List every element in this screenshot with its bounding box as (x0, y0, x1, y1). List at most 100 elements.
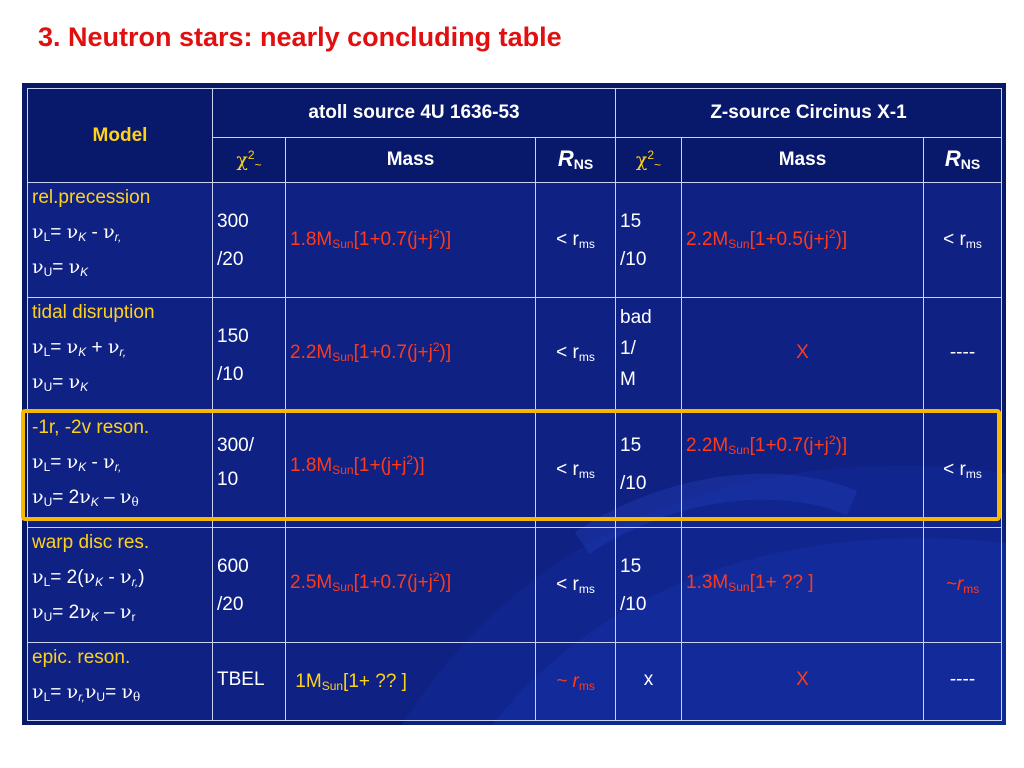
atoll-chi-cell: 150 /10 (212, 297, 286, 413)
mass-sup: 2 (406, 453, 414, 467)
ms-sub: ms (578, 467, 595, 481)
mass-sub: Sun (728, 443, 750, 457)
results-table-panel: Model atoll source 4U 1636-53 Z-source C… (22, 83, 1006, 725)
atoll-source-label: atoll source 4U 1636-53 (308, 102, 520, 123)
nu-l-formula: νL= 2(νK - νr,) (32, 566, 145, 589)
chi-value: 150 (217, 326, 249, 347)
r-value: ~r (945, 574, 964, 595)
z-r-cell: ~rms (922, 527, 1003, 643)
z-r-header: RNS (922, 137, 1003, 183)
atoll-r-cell: < rms (535, 527, 616, 643)
mass-end: )] (439, 342, 452, 363)
z-chi-cell: 15 /10 (615, 412, 682, 528)
mass-label: Mass (386, 149, 435, 170)
mass-post: [1+0.5(j+j (749, 229, 829, 250)
atoll-chi-cell: 600 /20 (212, 527, 286, 643)
mass-pre: 1.3M (686, 572, 729, 593)
mass-post: [1+ ?? ] (343, 671, 407, 692)
chi-value: 15 (620, 435, 642, 456)
mass-sup: 2 (432, 570, 440, 584)
neutron-star-table: Model atoll source 4U 1636-53 Z-source C… (27, 88, 1003, 721)
atoll-chi-cell: TBEL (212, 642, 286, 721)
mass-sub: Sun (321, 679, 344, 693)
ms-sub: ms (965, 237, 982, 251)
chi-dof: /10 (620, 249, 647, 270)
mass-sub: Sun (332, 350, 354, 364)
mass-post: [1+0.7(j+j (353, 229, 433, 250)
chi-dof: /10 (620, 473, 647, 494)
mass-pre: 2.2M (686, 229, 729, 250)
chi-sub: ~ (254, 157, 262, 172)
mass-end: )] (413, 455, 425, 476)
r-value: < r (943, 229, 966, 250)
nu-u-formula: νU= 2νK – νθ (32, 486, 139, 509)
chi-sub: ~ (654, 157, 662, 172)
mass-sup: 2 (828, 227, 836, 241)
model-name: tidal disruption (32, 302, 155, 323)
chi-symbol: χ (635, 148, 648, 171)
z-chi-cell: bad 1/ M (615, 297, 682, 413)
ms-sub: ms (578, 237, 595, 251)
ms-sub: ms (578, 582, 595, 596)
chi-dof: /20 (217, 249, 244, 270)
atoll-r-header: RNS (535, 137, 616, 183)
r-sub: NS (960, 156, 981, 172)
mass-pre: 2.2M (290, 342, 333, 363)
mass-post: [1+ ?? ] (749, 572, 814, 593)
r-sub: NS (573, 156, 594, 172)
chi-value: 300 (217, 211, 249, 232)
mass-pre: 1.8M (290, 455, 333, 476)
model-name: epic. reson. (32, 647, 131, 668)
atoll-mass-cell: 2.2MSun[1+0.7(j+j2)] (285, 297, 536, 413)
z-mass-cell: 1.3MSun[1+ ?? ] (681, 527, 924, 643)
r-value: < r (556, 459, 579, 480)
mass-end: )] (439, 229, 452, 250)
atoll-r-cell: ~ rms (535, 642, 616, 721)
r-value: < r (556, 342, 579, 363)
nu-u-formula: νU= νK (32, 256, 89, 279)
mass-post: [1+0.7(j+j (353, 342, 433, 363)
r-value: < r (556, 229, 579, 250)
mass-sub: Sun (332, 463, 354, 477)
atoll-chi-cell: 300 /20 (212, 182, 286, 298)
chi-symbol: χ (236, 148, 248, 171)
atoll-r-cell: < rms (535, 412, 616, 528)
mass-pre: 1M (295, 671, 322, 692)
mass-x: X (796, 669, 809, 690)
chi-sup: 2 (647, 147, 655, 162)
model-name: warp disc res. (32, 532, 150, 553)
model-cell: epic. reson. νL= νr,νU= νθ (27, 642, 213, 721)
chi-dof: 1/ (620, 338, 636, 359)
table-row: rel.precession νL= νK - νr, νU= νK 300 /… (27, 182, 1003, 298)
model-cell: tidal disruption νL= νK + νr, νU= νK (27, 297, 213, 413)
chi-value: bad (620, 307, 652, 328)
atoll-r-cell: < rms (535, 297, 616, 413)
z-mass-cell: X (681, 297, 924, 413)
z-mass-header: Mass (681, 137, 924, 183)
mass-end: )] (439, 572, 452, 593)
chi-value: TBEL (217, 669, 265, 690)
z-mass-cell: 2.2MSun[1+0.7(j+j2)] (681, 412, 924, 528)
chi-dof-extra: M (620, 369, 636, 390)
chi-dof: /10 (217, 364, 244, 385)
nu-l-formula: νL= νr,νU= νθ (32, 681, 141, 704)
chi-sup: 2 (247, 147, 255, 162)
r-value: ~ r (556, 671, 579, 692)
mass-label: Mass (778, 149, 827, 170)
table-row: warp disc res. νL= 2(νK - νr,) νU= 2νK –… (27, 527, 1003, 643)
atoll-source-header: atoll source 4U 1636-53 (212, 88, 616, 138)
atoll-r-cell: < rms (535, 182, 616, 298)
mass-sub: Sun (728, 237, 750, 251)
mass-sup: 2 (432, 340, 440, 354)
z-chi-cell: 15 /10 (615, 527, 682, 643)
r-label: R (944, 146, 961, 171)
z-r-cell: ---- (922, 297, 1003, 413)
mass-x: X (796, 342, 809, 363)
mass-end: )] (835, 435, 848, 456)
mass-pre: 1.8M (290, 229, 333, 250)
chi-value: x (643, 669, 654, 690)
mass-sup: 2 (828, 433, 836, 447)
model-header-label: Model (92, 124, 148, 146)
nu-u-formula: νU= νK (32, 371, 89, 394)
ms-sub: ms (963, 582, 980, 596)
